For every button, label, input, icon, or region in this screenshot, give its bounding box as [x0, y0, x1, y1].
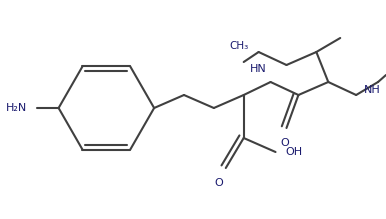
Text: O: O: [215, 178, 223, 188]
Text: O: O: [280, 138, 289, 148]
Text: H₂N: H₂N: [5, 103, 27, 113]
Text: CH₃: CH₃: [229, 41, 249, 51]
Text: NH: NH: [364, 85, 381, 95]
Text: HN: HN: [250, 64, 267, 74]
Text: OH: OH: [286, 147, 303, 157]
